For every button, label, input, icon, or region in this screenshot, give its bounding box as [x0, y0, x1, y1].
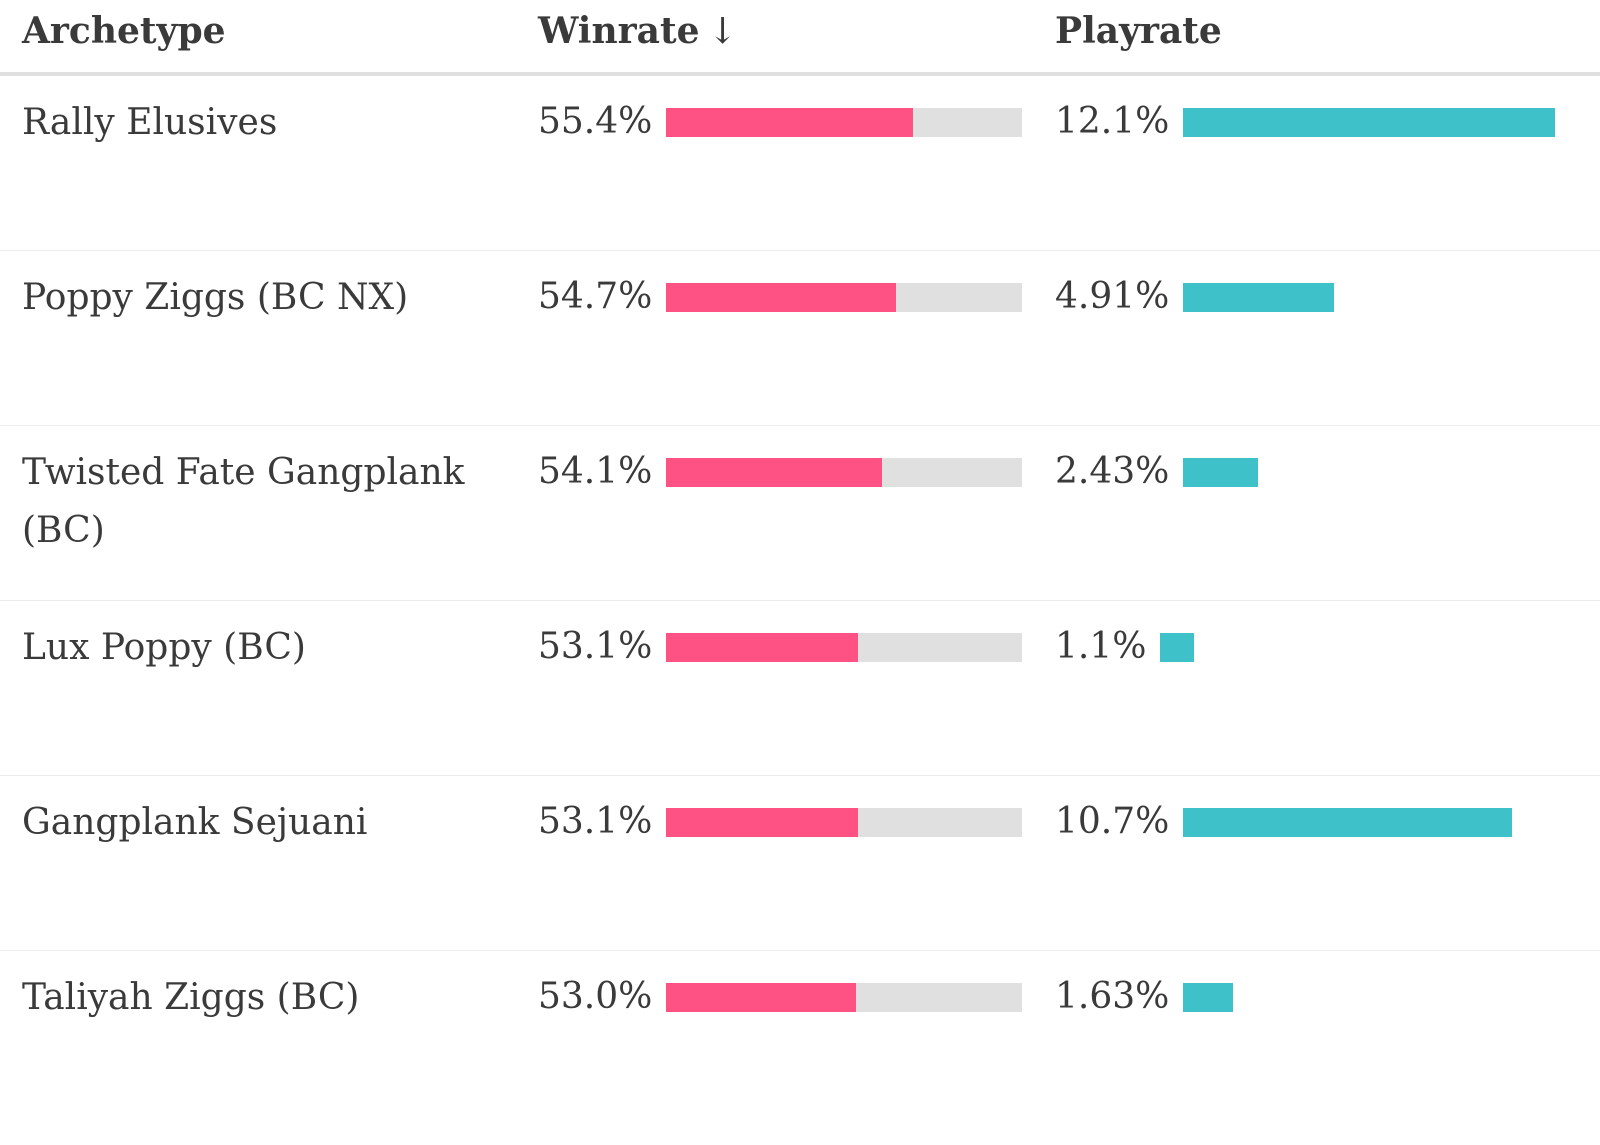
playrate-bar: [1183, 807, 1512, 837]
winrate-cell: 54.7%: [538, 277, 1022, 317]
playrate-value: 2.43%: [1055, 451, 1170, 492]
winrate-bar-track: [666, 807, 1022, 837]
winrate-bar: [666, 982, 857, 1012]
winrate-bar: [666, 457, 883, 487]
winrate-bar-track: [666, 457, 1022, 487]
playrate-cell: 12.1%: [1055, 102, 1555, 142]
winrate-bar-track: [666, 632, 1022, 662]
playrate-cell: 2.43%: [1055, 452, 1555, 492]
playrate-bar-track: [1160, 632, 1555, 662]
winrate-value: 53.1%: [538, 626, 653, 667]
archetype-name[interactable]: Rally Elusives: [22, 102, 278, 143]
winrate-header-label: Winrate: [538, 10, 700, 52]
playrate-value: 1.63%: [1055, 976, 1170, 1017]
winrate-bar: [666, 107, 913, 137]
table-header: Archetype Winrate ↓ Playrate: [0, 0, 1600, 76]
winrate-cell: 53.0%: [538, 977, 1022, 1017]
winrate-bar-track: [666, 107, 1022, 137]
table-row[interactable]: Twisted Fate Gangplank (BC) 54.1% 2.43%: [0, 426, 1600, 601]
sort-descending-icon: ↓: [707, 11, 738, 52]
winrate-value: 54.7%: [538, 276, 653, 317]
playrate-bar: [1183, 457, 1258, 487]
winrate-value: 53.0%: [538, 976, 653, 1017]
archetype-name[interactable]: Gangplank Sejuani: [22, 802, 368, 843]
winrate-cell: 55.4%: [538, 102, 1022, 142]
playrate-cell: 10.7%: [1055, 802, 1555, 842]
winrate-bar: [666, 282, 897, 312]
archetype-name[interactable]: Poppy Ziggs (BC NX): [22, 277, 409, 318]
table-row[interactable]: Poppy Ziggs (BC NX) 54.7% 4.91%: [0, 251, 1600, 426]
winrate-value: 55.4%: [538, 101, 653, 142]
archetype-column-header[interactable]: Archetype: [22, 10, 226, 52]
winrate-bar-track: [666, 982, 1022, 1012]
playrate-column-header[interactable]: Playrate: [1055, 10, 1222, 52]
winrate-value: 53.1%: [538, 801, 653, 842]
playrate-bar-track: [1183, 282, 1555, 312]
winrate-bar: [666, 632, 859, 662]
playrate-value: 1.1%: [1055, 626, 1147, 667]
archetype-name[interactable]: Taliyah Ziggs (BC): [22, 977, 360, 1018]
table-row[interactable]: Taliyah Ziggs (BC) 53.0% 1.63%: [0, 951, 1600, 1125]
archetype-name[interactable]: Lux Poppy (BC): [22, 627, 306, 668]
playrate-bar-track: [1183, 982, 1555, 1012]
table-row[interactable]: Gangplank Sejuani 53.1% 10.7%: [0, 776, 1600, 951]
playrate-bar: [1183, 107, 1555, 137]
playrate-bar: [1160, 632, 1195, 662]
playrate-bar-track: [1183, 107, 1555, 137]
table-row[interactable]: Rally Elusives 55.4% 12.1%: [0, 76, 1600, 251]
playrate-value: 12.1%: [1055, 101, 1170, 142]
playrate-value: 10.7%: [1055, 801, 1170, 842]
playrate-bar: [1183, 982, 1234, 1012]
winrate-value: 54.1%: [538, 451, 653, 492]
archetype-name[interactable]: Twisted Fate Gangplank (BC): [22, 452, 465, 551]
playrate-cell: 1.1%: [1055, 627, 1555, 667]
playrate-value: 4.91%: [1055, 276, 1170, 317]
winrate-cell: 54.1%: [538, 452, 1022, 492]
playrate-cell: 1.63%: [1055, 977, 1555, 1017]
winrate-cell: 53.1%: [538, 627, 1022, 667]
winrate-bar-track: [666, 282, 1022, 312]
winrate-bar: [666, 807, 859, 837]
winrate-column-header[interactable]: Winrate ↓: [538, 10, 738, 52]
playrate-cell: 4.91%: [1055, 277, 1555, 317]
playrate-bar-track: [1183, 457, 1555, 487]
playrate-bar: [1183, 282, 1335, 312]
playrate-bar-track: [1183, 807, 1555, 837]
table-body: Rally Elusives 55.4% 12.1% Poppy Ziggs (BC …: [0, 76, 1600, 1125]
table-row[interactable]: Lux Poppy (BC) 53.1% 1.1%: [0, 601, 1600, 776]
winrate-cell: 53.1%: [538, 802, 1022, 842]
